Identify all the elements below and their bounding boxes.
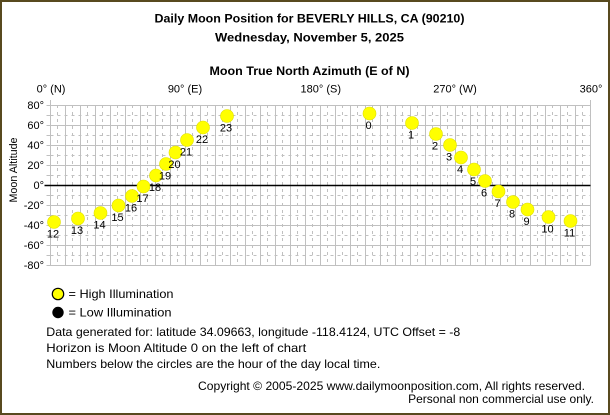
svg-text:Horizon is Moon Altitude 0 on: Horizon is Moon Altitude 0 on the left o… [46, 341, 307, 355]
svg-text:18: 18 [149, 182, 161, 194]
svg-text:7: 7 [494, 198, 500, 210]
svg-text:180° (S): 180° (S) [301, 84, 341, 96]
svg-text:Numbers below the circles are: Numbers below the circles are the hour o… [46, 357, 380, 371]
svg-text:1: 1 [408, 129, 414, 141]
svg-text:17: 17 [136, 193, 148, 205]
svg-text:16: 16 [125, 202, 137, 214]
svg-text:12: 12 [47, 228, 59, 240]
svg-text:-80°: -80° [24, 260, 44, 272]
svg-text:Personal non commercial use on: Personal non commercial use only. [408, 392, 594, 406]
svg-text:0: 0 [365, 120, 371, 132]
svg-text:6: 6 [481, 187, 487, 199]
svg-text:80°: 80° [27, 100, 44, 112]
svg-text:9: 9 [523, 216, 529, 228]
svg-text:= Low Illumination: = Low Illumination [69, 306, 172, 320]
svg-text:19: 19 [159, 170, 171, 182]
svg-text:90° (E): 90° (E) [168, 84, 202, 96]
svg-text:0°: 0° [33, 180, 44, 192]
svg-text:Daily Moon Position for BEVERL: Daily Moon Position for BEVERLY HILLS, C… [155, 12, 465, 26]
svg-text:2: 2 [432, 140, 438, 152]
svg-text:40°: 40° [27, 140, 44, 152]
svg-text:4: 4 [457, 164, 463, 176]
svg-text:8: 8 [509, 208, 515, 220]
svg-text:-20°: -20° [24, 200, 44, 212]
svg-text:60°: 60° [27, 120, 44, 132]
svg-text:11: 11 [564, 227, 575, 239]
svg-text:-60°: -60° [24, 240, 44, 252]
svg-text:14: 14 [93, 219, 105, 231]
svg-text:0° (N): 0° (N) [37, 84, 66, 96]
svg-text:360°: 360° [580, 84, 603, 96]
svg-text:Moon True North Azimuth (E of: Moon True North Azimuth (E of N) [210, 64, 410, 78]
svg-text:270° (W): 270° (W) [433, 84, 477, 96]
svg-text:Copyright © 2005-2025 www.dail: Copyright © 2005-2025 www.dailymoonposit… [198, 379, 585, 393]
svg-text:20: 20 [168, 159, 180, 171]
svg-text:20°: 20° [27, 160, 44, 172]
svg-text:22: 22 [196, 134, 208, 146]
svg-text:Moon Altitude: Moon Altitude [8, 138, 20, 203]
svg-text:3: 3 [446, 151, 452, 163]
svg-text:10: 10 [541, 223, 553, 235]
svg-text:15: 15 [111, 212, 123, 224]
svg-text:-40°: -40° [24, 220, 44, 232]
svg-text:= High Illumination: = High Illumination [69, 287, 174, 301]
svg-text:Wednesday, November 5, 2025: Wednesday, November 5, 2025 [215, 31, 404, 45]
svg-text:5: 5 [470, 176, 476, 188]
svg-text:13: 13 [71, 225, 83, 237]
svg-text:21: 21 [180, 146, 192, 158]
svg-text:Data generated for: latitude 3: Data generated for: latitude 34.09663, l… [46, 325, 460, 339]
svg-text:23: 23 [220, 122, 232, 134]
